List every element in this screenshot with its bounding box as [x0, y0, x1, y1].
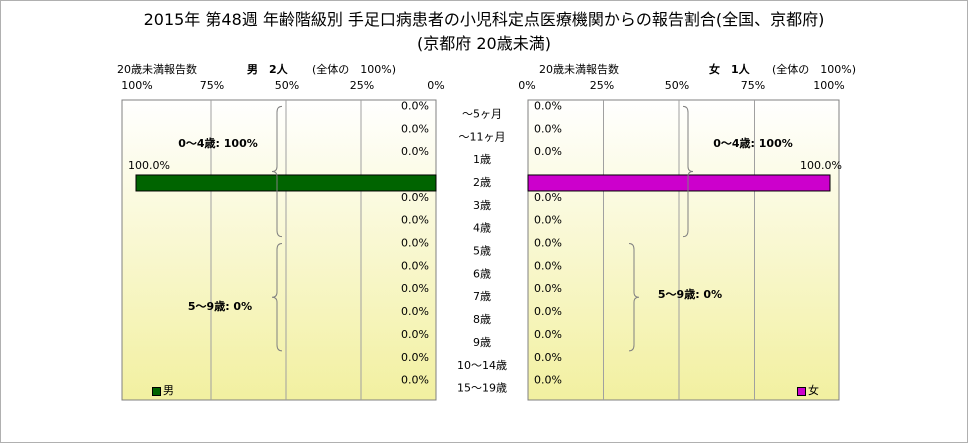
left-tick: 75% — [199, 79, 225, 92]
right-header-label: 20歳未満報告数 — [539, 63, 619, 76]
right-tick: 100% — [813, 79, 845, 92]
legend-female: 女 — [797, 382, 819, 398]
male-value-label: 0.0% — [401, 259, 429, 272]
male-value-label: 0.0% — [401, 99, 429, 112]
right-tick: 50% — [664, 79, 690, 92]
male-value-label: 0.0% — [401, 214, 429, 227]
legend-male: 男 — [152, 382, 174, 398]
right-tick: 75% — [740, 79, 766, 92]
male-value-label: 100.0% — [128, 159, 170, 172]
male-value-label: 0.0% — [401, 305, 429, 318]
male-value-label: 0.0% — [401, 351, 429, 364]
chart-subtitle: (京都府 20歳未満) — [417, 34, 551, 53]
category-label: ～11ヶ月 — [459, 130, 506, 143]
category-label: 8歳 — [473, 313, 491, 326]
chart-title: 2015年 第48週 年齢階級別 手足口病患者の小児科定点医療機関からの報告割合… — [143, 10, 825, 29]
male-value-label: 0.0% — [401, 282, 429, 295]
female-group-label: 0～4歳: 100% — [713, 136, 793, 150]
female-group-brace — [682, 105, 694, 238]
left-header-count: 男 2人 — [247, 63, 288, 76]
male-value-label: 0.0% — [401, 237, 429, 250]
female-value-label: 0.0% — [534, 237, 562, 250]
category-label: 7歳 — [473, 290, 491, 303]
category-label: 5歳 — [473, 245, 491, 258]
legend-male-swatch — [152, 386, 161, 396]
category-label: 10～14歳 — [457, 359, 507, 372]
female-value-label: 0.0% — [534, 191, 562, 204]
female-value-label: 0.0% — [534, 374, 562, 387]
category-label: 2歳 — [473, 176, 491, 189]
female-bar — [527, 174, 831, 192]
male-value-label: 0.0% — [401, 145, 429, 158]
legend-female-swatch — [797, 386, 806, 396]
male-value-label: 0.0% — [401, 328, 429, 341]
category-label: ～5ヶ月 — [462, 107, 502, 120]
right-plot-area — [527, 99, 840, 401]
left-plot-area — [121, 99, 437, 401]
female-value-label: 0.0% — [534, 122, 562, 135]
category-label: 1歳 — [473, 153, 491, 166]
female-value-label: 0.0% — [534, 145, 562, 158]
female-value-label: 0.0% — [534, 305, 562, 318]
male-group-label: 5～9歳: 0% — [188, 299, 252, 313]
category-label: 15～19歳 — [457, 382, 507, 395]
female-value-label: 0.0% — [534, 214, 562, 227]
left-tick: 50% — [274, 79, 300, 92]
category-label: 6歳 — [473, 267, 491, 280]
female-group-brace — [628, 243, 640, 352]
legend-female-label: 女 — [808, 384, 819, 397]
male-bar — [135, 174, 437, 192]
male-value-label: 0.0% — [401, 122, 429, 135]
female-group-label: 5～9歳: 0% — [658, 287, 722, 301]
male-value-label: 0.0% — [401, 191, 429, 204]
male-group-brace — [271, 243, 283, 352]
female-value-label: 100.0% — [800, 159, 842, 172]
right-header-note: (全体の 100%) — [772, 63, 857, 76]
right-tick: 25% — [589, 79, 615, 92]
male-group-brace — [271, 105, 283, 238]
category-label: 3歳 — [473, 199, 491, 212]
left-tick: 100% — [121, 79, 153, 92]
female-value-label: 0.0% — [534, 99, 562, 112]
left-tick: 25% — [349, 79, 375, 92]
male-value-label: 0.0% — [401, 374, 429, 387]
category-label: 9歳 — [473, 336, 491, 349]
left-tick: 0% — [427, 79, 445, 92]
female-value-label: 0.0% — [534, 282, 562, 295]
legend-male-label: 男 — [163, 384, 174, 397]
left-header-note: (全体の 100%) — [312, 63, 397, 76]
female-value-label: 0.0% — [534, 351, 562, 364]
left-header-label: 20歳未満報告数 — [117, 63, 197, 76]
female-value-label: 0.0% — [534, 328, 562, 341]
right-tick: 0% — [518, 79, 536, 92]
female-value-label: 0.0% — [534, 259, 562, 272]
category-label: 4歳 — [473, 222, 491, 235]
male-group-label: 0～4歳: 100% — [178, 136, 258, 150]
right-header-count: 女 1人 — [709, 63, 750, 76]
